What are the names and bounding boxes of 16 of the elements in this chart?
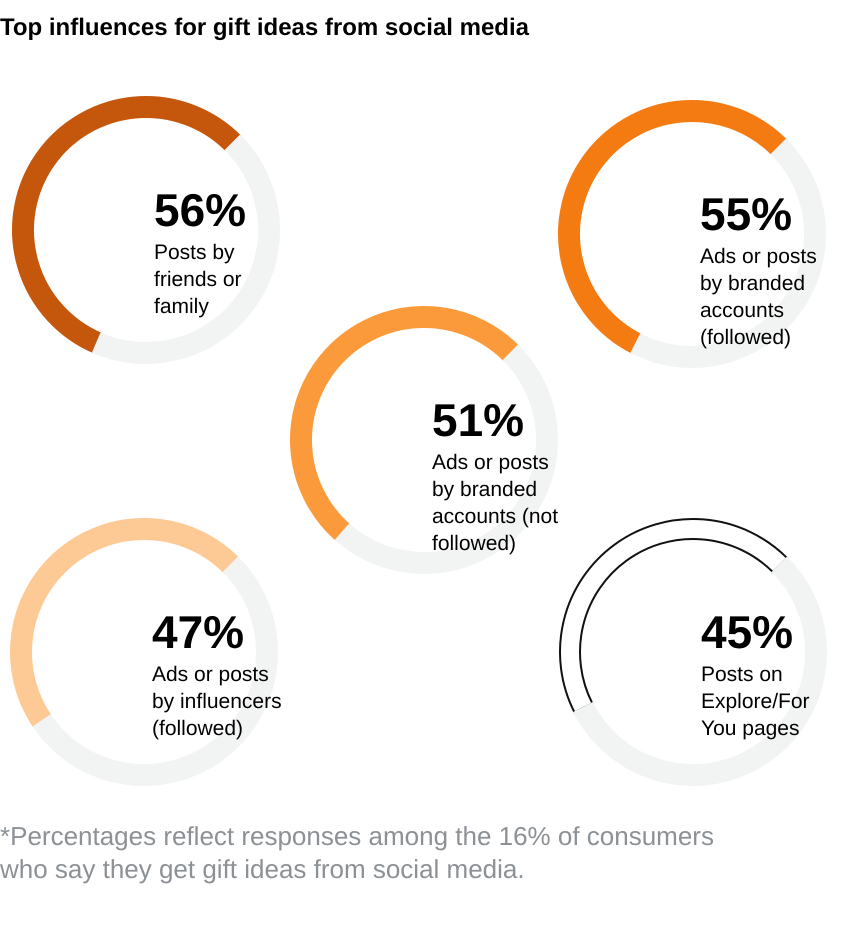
text: Ads or posts by influencers (followed) xyxy=(152,663,282,740)
text: Posts on Explore/For You pages xyxy=(701,663,810,740)
donut-slice xyxy=(92,134,280,364)
text: Ads or posts by branded accounts (not followed) xyxy=(432,451,558,555)
text: 56% xyxy=(154,184,246,236)
text: 51% xyxy=(432,394,524,446)
text: *Percentages reflect responses among the 16% of consumers who say they get gift ideas from social media. xyxy=(0,821,714,884)
text: 45% xyxy=(701,606,794,658)
chart-title: Top influences for gift ideas from social media xyxy=(0,14,530,41)
donut-slice xyxy=(573,556,827,786)
text: 55% xyxy=(700,188,792,240)
text: Ads or posts by branded accounts (followed) xyxy=(700,245,817,349)
text: 47% xyxy=(152,606,244,658)
text: Posts by friends or family xyxy=(154,241,242,318)
donut-slice xyxy=(335,344,558,574)
donut-slice xyxy=(630,138,826,368)
